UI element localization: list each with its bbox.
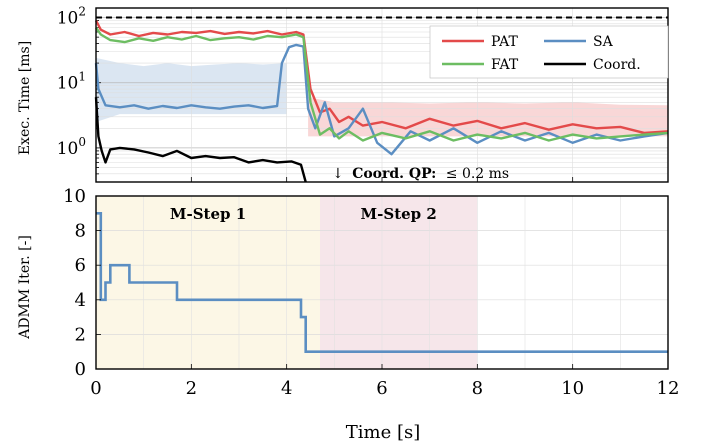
x-tick-label: 10 [561, 378, 584, 399]
top-series [94, 19, 669, 183]
annotation-arrow: ↓ [332, 166, 344, 182]
bottom-y-tick-label: 6 [75, 255, 86, 276]
series-line-pat [94, 19, 669, 135]
legend-label-pat: PAT [491, 34, 518, 50]
coord-qp-annotation: ↓ Coord. QP: ≤ 0.2 ms [332, 166, 509, 182]
admm-iterations-panel: 0 2 4 6 8 10 0 2 4 6 8 10 12 M-Step 1 M-Step 2 ADMM… [17, 177, 679, 443]
bottom-y-ticks: 0 2 4 6 8 10 [63, 186, 101, 380]
x-axis-label: Time [s] [346, 422, 421, 443]
bottom-y-axis-label: ADMM Iter. [-] [17, 235, 33, 340]
legend-label-sa: SA [593, 34, 614, 50]
x-tick-label: 4 [281, 378, 292, 399]
bottom-y-tick-label: 8 [75, 221, 86, 242]
legend-label-fat: FAT [491, 57, 519, 73]
top-y-axis-label: Exec. Time [ms] [17, 41, 33, 155]
mstep-regions [96, 196, 478, 369]
x-tick-label: 2 [186, 378, 197, 399]
bottom-series [96, 212, 668, 353]
bottom-y-tick-label: 2 [75, 324, 86, 345]
bottom-y-tick-label: 0 [75, 359, 86, 380]
legend: PAT SA FAT Coord. [429, 25, 669, 79]
top-y-tick-label: 102 [57, 5, 86, 29]
top-y-tick-label: 101 [57, 70, 86, 94]
x-ticks: 0 2 4 6 8 10 12 [90, 177, 679, 399]
series-line-sa [94, 43, 669, 156]
legend-label-coord: Coord. [593, 57, 641, 73]
bottom-y-tick-label: 4 [75, 290, 86, 311]
top-y-tick-label: 100 [57, 135, 86, 159]
annotation-rest: ≤ 0.2 ms [446, 166, 509, 182]
x-tick-label: 12 [657, 378, 680, 399]
exec-time-panel: 100 101 102 Exec. Time [ms] PAT SA FAT Coo… [17, 5, 669, 183]
top-y-ticks: 100 101 102 [57, 5, 86, 159]
series-line-fat [95, 26, 669, 142]
x-tick-label: 8 [472, 378, 483, 399]
top-grid [95, 8, 669, 183]
legend-box [429, 25, 669, 79]
region-label-mstep-2: M-Step 2 [361, 205, 437, 223]
series-line-coord [94, 97, 307, 183]
annotation-bold: Coord. QP: [352, 166, 436, 182]
bottom-y-tick-label: 10 [63, 186, 86, 207]
series-line-admm-iterations [96, 212, 668, 353]
region-label-mstep-1: M-Step 1 [170, 205, 246, 223]
x-tick-label: 6 [376, 378, 387, 399]
region-m-step-2 [320, 196, 478, 369]
x-tick-label: 0 [90, 378, 101, 399]
